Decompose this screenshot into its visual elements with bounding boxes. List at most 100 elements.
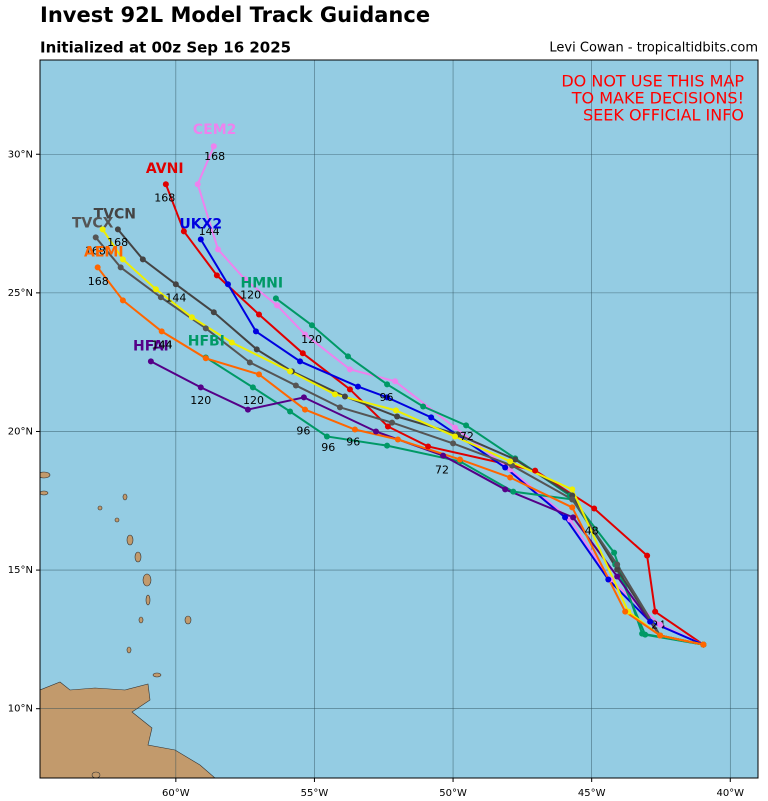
track-point: [119, 297, 126, 304]
track-point: [346, 386, 353, 393]
hour-label: 168: [154, 192, 175, 205]
track-point: [502, 464, 509, 471]
track-point: [569, 496, 576, 503]
track-point: [394, 413, 401, 420]
track-point: [341, 393, 348, 400]
track-point: [228, 339, 235, 346]
hour-label: 144: [151, 339, 172, 352]
track-point: [272, 295, 279, 302]
track-point: [642, 631, 649, 638]
warning-text: DO NOT USE THIS MAP: [561, 72, 744, 91]
track-point: [569, 504, 576, 511]
lon-tick-label: 55°W: [301, 788, 329, 799]
hour-label: 72: [435, 463, 449, 476]
track-point: [502, 486, 509, 493]
track-point: [119, 256, 126, 263]
lat-tick-label: 10°N: [8, 704, 33, 715]
track-point: [139, 256, 146, 263]
track-point: [210, 143, 217, 150]
track-point: [372, 428, 379, 435]
track-point: [507, 458, 514, 465]
track-point: [94, 264, 101, 271]
track-name: TVCN: [94, 206, 136, 222]
hour-label: 120: [190, 394, 211, 407]
lat-tick-label: 15°N: [8, 565, 33, 576]
track-point: [428, 414, 435, 421]
track-point: [605, 576, 612, 583]
track-point: [450, 440, 457, 447]
track-point: [300, 394, 307, 401]
track-point: [152, 286, 159, 293]
hour-label: 144: [199, 225, 220, 238]
track-point: [394, 436, 401, 443]
track-point: [210, 309, 217, 316]
track-point: [297, 358, 304, 365]
warning-text: SEEK OFFICIAL INFO: [583, 106, 744, 125]
track-point: [256, 371, 263, 378]
track-point: [188, 314, 195, 321]
track-point: [256, 311, 263, 318]
track-point: [147, 358, 154, 365]
hour-label: 48: [585, 524, 599, 537]
track-name: CEM2: [193, 122, 237, 138]
track-point: [197, 236, 204, 243]
track-point: [512, 456, 519, 463]
credit: Levi Cowan - tropicaltidbits.com: [549, 41, 758, 56]
track-line: [94, 236, 704, 646]
track-point: [647, 618, 654, 625]
track-point: [99, 226, 106, 233]
track-point: [420, 403, 427, 410]
track-point: [92, 234, 99, 241]
track-point: [158, 328, 165, 335]
track-point: [591, 505, 598, 512]
track-point: [657, 632, 664, 639]
track-point: [569, 486, 576, 493]
track-point: [246, 359, 253, 366]
track-point: [440, 452, 447, 459]
track-point: [224, 281, 231, 288]
hour-label: 168: [204, 150, 225, 163]
track-point: [252, 328, 259, 335]
track-point: [614, 566, 621, 573]
lon-tick-label: 60°W: [162, 788, 190, 799]
track-point: [652, 608, 659, 615]
lon-tick-label: 50°W: [439, 788, 467, 799]
track-point: [456, 456, 463, 463]
hour-label: 168: [88, 275, 109, 288]
track-point: [657, 621, 664, 628]
track-point: [172, 281, 179, 288]
track-point: [241, 276, 248, 283]
track-point: [244, 406, 251, 413]
track-point: [202, 325, 209, 332]
title: Invest 92L Model Track Guidance: [40, 3, 430, 27]
lat-tick-label: 25°N: [8, 288, 33, 299]
track-point: [114, 226, 121, 233]
track-point: [302, 406, 309, 413]
subtitle: Initialized at 00z Sep 16 2025: [40, 39, 291, 57]
track-point: [463, 422, 470, 429]
track-point: [253, 346, 260, 353]
track-point: [614, 573, 621, 580]
frame: [39, 59, 759, 779]
track-point: [614, 561, 621, 568]
track-line: [117, 228, 704, 646]
track-point: [162, 181, 169, 188]
track-point: [180, 228, 187, 235]
hour-label: 144: [165, 291, 186, 304]
track-name: UKX2: [179, 216, 222, 232]
hour-label: 120: [243, 394, 264, 407]
hour-label: 72: [460, 430, 474, 443]
track-line: [199, 238, 704, 646]
track-point: [213, 272, 220, 279]
track-point: [157, 294, 164, 301]
hour-label: 120: [301, 333, 322, 346]
track-point: [622, 608, 629, 615]
track-name: HFBI: [188, 333, 225, 349]
land: [40, 471, 216, 778]
track-point: [202, 355, 209, 362]
track-point: [336, 404, 343, 411]
track-point: [354, 383, 361, 390]
hour-label: 144: [151, 339, 172, 352]
track-point: [611, 549, 618, 556]
